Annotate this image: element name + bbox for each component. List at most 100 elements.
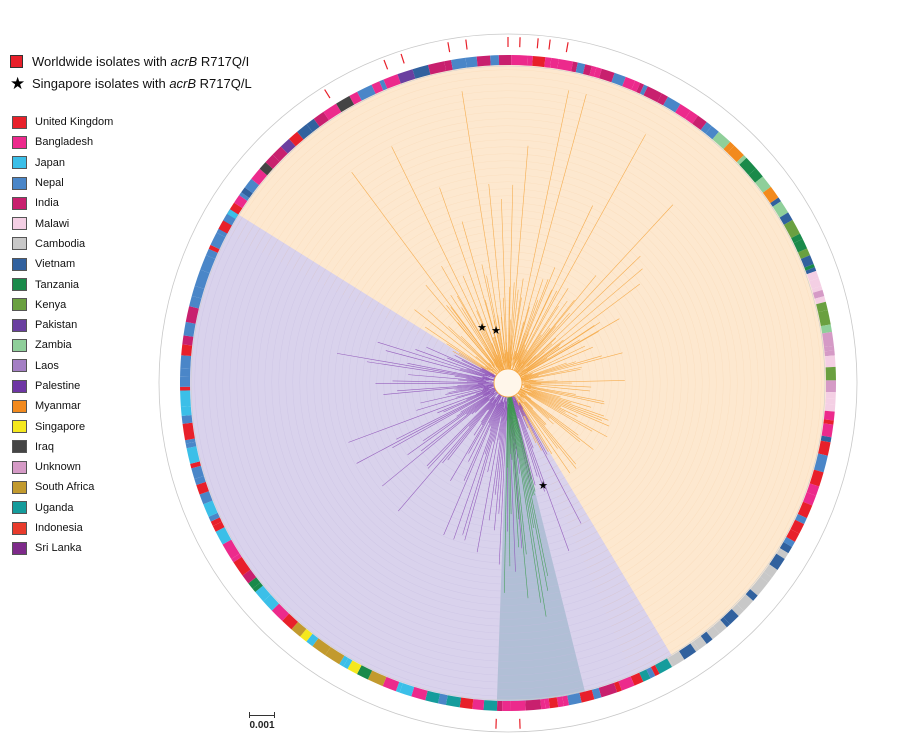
r717qi-marker: [465, 39, 468, 50]
legend-worldwide: Worldwide isolates with acrB R717Q/I: [10, 50, 252, 72]
orange-long-branch: [439, 187, 505, 372]
orange-branch: [516, 391, 534, 410]
orange-branch: [522, 366, 582, 381]
purple-branch: [473, 388, 505, 436]
purple-branch: [382, 391, 498, 487]
country-label: India: [35, 197, 59, 210]
purple-branch: [481, 388, 489, 392]
country-ring-segment: [399, 683, 415, 697]
country-ring-segment: [795, 514, 807, 525]
orange-long-branch: [518, 283, 640, 376]
country-ring-segment: [723, 141, 735, 153]
country-swatch: [12, 440, 27, 454]
country-label: Cambodia: [35, 237, 86, 250]
country-ring-segment: [231, 553, 242, 563]
green-branch: [508, 390, 520, 548]
country-swatch: [12, 379, 27, 393]
purple-branch: [443, 399, 502, 536]
country-legend-item: Indonesia: [12, 518, 113, 538]
country-ring-segment: [544, 57, 552, 68]
purple-branch: [500, 395, 506, 417]
country-ring-segment: [306, 118, 320, 133]
orange-long-branch: [523, 322, 600, 373]
orange-branch: [505, 349, 507, 362]
orange-branch: [484, 300, 506, 374]
orange-branch: [518, 290, 558, 363]
purple-branch: [468, 394, 502, 454]
orange-long-branch: [515, 134, 646, 369]
country-swatch: [12, 257, 27, 271]
r717qi-marker: [548, 39, 551, 50]
country-legend-item: Tanzania: [12, 274, 113, 294]
orange-branch: [513, 385, 608, 438]
orange-branch: [479, 328, 502, 371]
orange-branch: [527, 394, 593, 432]
purple-branch: [492, 401, 504, 442]
orange-branch: [424, 326, 489, 370]
orange-branch: [513, 305, 559, 375]
purple-branch: [458, 379, 487, 382]
country-ring-segment: [678, 643, 697, 660]
orange-long-branch: [520, 275, 597, 368]
country-ring-segment: [814, 296, 826, 305]
country-ring-segment: [575, 62, 586, 74]
country-ring-segment: [823, 345, 835, 352]
orange-branch: [512, 388, 558, 449]
orange-branch: [523, 345, 586, 376]
country-ring-segment: [180, 376, 191, 387]
country-ring-segment: [675, 103, 691, 119]
purple-branch: [453, 396, 504, 540]
orange-branch: [516, 312, 570, 374]
country-label: Japan: [35, 156, 65, 169]
purple-branch: [511, 391, 534, 449]
country-ring-segment: [824, 403, 836, 412]
purple-branch: [454, 384, 495, 390]
country-ring-segment: [222, 539, 240, 560]
country-ring-segment: [532, 55, 546, 68]
country-ring-segment: [668, 651, 685, 667]
country-ring-segment: [180, 390, 191, 407]
r717qi-marker: [565, 42, 569, 53]
country-label: United Kingdom: [35, 116, 114, 129]
country-swatch: [12, 115, 27, 129]
orange-branch: [427, 310, 492, 369]
orange-branch: [524, 380, 558, 383]
country-ring-segment: [705, 125, 719, 140]
country-ring-segment: [437, 693, 448, 706]
country-swatch: [12, 217, 27, 231]
purple-branch: [455, 383, 499, 391]
purple-branch: [494, 402, 507, 531]
country-ring-segment: [806, 270, 819, 282]
orange-long-branch: [508, 184, 514, 367]
country-legend-item: Unknown: [12, 457, 113, 477]
country-legend-item: Vietnam: [12, 254, 113, 274]
orange-long-branch: [513, 279, 544, 365]
orange-branch: [461, 307, 502, 373]
country-ring-segment: [444, 59, 453, 72]
orange-branch: [498, 332, 506, 370]
purple-branch: [482, 368, 495, 376]
country-ring-segment: [185, 441, 197, 449]
root-node: [493, 368, 523, 398]
purple-branch: [392, 385, 503, 448]
orange-branch: [513, 321, 525, 360]
country-ring-segment: [636, 82, 645, 94]
orange-long-branch: [462, 275, 506, 376]
country-ring-segment: [476, 55, 491, 67]
country-ring-segment: [397, 69, 416, 84]
orange-branch: [528, 379, 534, 381]
purple-branch: [456, 387, 492, 398]
orange-branch: [524, 385, 605, 402]
purple-branch: [468, 396, 497, 427]
country-ring-segment: [700, 122, 712, 134]
orange-long-branch: [509, 278, 524, 372]
purple-branch: [377, 341, 487, 377]
country-legend-item: Kenya: [12, 295, 113, 315]
country-legend-item: Uganda: [12, 498, 113, 518]
country-ring-segment: [336, 95, 355, 113]
country-ring-segment: [650, 664, 660, 677]
country-ring-segment: [383, 74, 401, 89]
purple-branch: [465, 378, 492, 382]
country-ring-segment: [598, 682, 618, 698]
orange-branch: [502, 297, 508, 369]
